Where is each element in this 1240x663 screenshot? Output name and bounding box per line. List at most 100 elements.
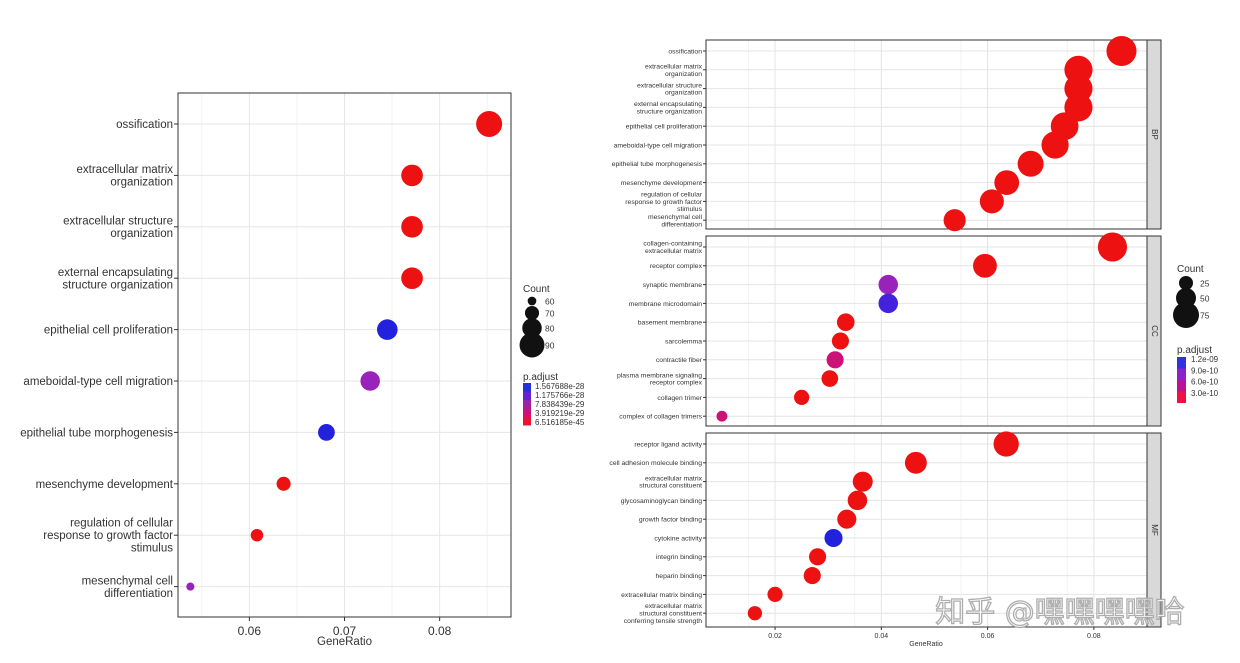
y-tick-label: growth factor binding — [639, 517, 702, 524]
count-legend-label: 90 — [545, 341, 555, 351]
data-point — [831, 332, 849, 350]
y-tick-label: epithelial cell proliferation — [626, 124, 703, 131]
data-point — [401, 164, 423, 187]
count-legend-title: Count — [1177, 264, 1204, 275]
data-point — [993, 431, 1019, 457]
y-tick-label: mesenchymal cell differentiation — [82, 575, 173, 600]
count-legend-label: 60 — [545, 297, 555, 307]
y-tick-label: extracellular structure organization — [637, 82, 702, 96]
facet-panel — [706, 236, 1147, 426]
y-tick-label: ossification — [668, 48, 702, 55]
y-tick-label: receptor ligand activity — [634, 441, 702, 448]
x-tick-label: 0.08 — [1087, 633, 1101, 640]
x-axis-title: GeneRatio — [909, 641, 943, 648]
y-tick-label: heparin binding — [656, 573, 703, 580]
data-point — [794, 389, 810, 405]
data-point — [836, 313, 855, 332]
y-tick-label: plasma membrane signaling receptor comple… — [617, 372, 703, 386]
count-legend-dot — [519, 332, 545, 358]
y-tick-label: epithelial cell proliferation — [44, 325, 173, 337]
count-legend-label: 50 — [1200, 294, 1210, 304]
y-tick-label: glycosaminoglycan binding — [621, 498, 702, 505]
padj-colorbar-segment — [523, 391, 531, 400]
padj-colorbar-segment — [523, 408, 531, 417]
data-point — [878, 293, 899, 314]
x-tick-label: 0.07 — [333, 624, 357, 638]
data-point — [1106, 35, 1137, 67]
y-tick-label: mesenchymal cell differentiation — [648, 214, 703, 228]
x-tick-label: 0.08 — [428, 624, 452, 638]
data-point — [826, 351, 844, 369]
data-point — [747, 606, 763, 621]
y-tick-label: extracellular matrix structural constitue… — [624, 603, 703, 625]
y-tick-label: ameboidal-type cell migration — [23, 376, 173, 388]
facet-strip-label: BP — [1150, 129, 1159, 140]
x-tick-label: 0.06 — [981, 633, 995, 640]
data-point — [767, 586, 783, 603]
data-point — [318, 424, 335, 441]
padj-legend-label: 7.838439e-29 — [535, 400, 585, 409]
data-point — [716, 410, 728, 422]
y-tick-label: cytokine activity — [654, 535, 702, 542]
padj-legend-title: p.adjust — [523, 372, 558, 383]
plot-border — [177, 92, 512, 618]
y-tick-label: cell adhesion molecule binding — [609, 460, 702, 467]
data-point — [377, 319, 398, 340]
y-tick-label: regulation of cellular response to growth… — [43, 518, 173, 555]
padj-legend-label: 1.567688e-28 — [535, 382, 585, 391]
y-tick-label: extracellular matrix organization — [77, 164, 174, 189]
facet-strip — [1146, 39, 1162, 230]
count-legend-label: 70 — [545, 309, 555, 319]
y-tick-label: ossification — [116, 119, 173, 131]
data-point — [809, 548, 827, 566]
data-point — [994, 170, 1020, 196]
y-tick-label: complex of collagen trimers — [619, 414, 702, 421]
left-dotplot: 0.06 0.07 0.08 ossification extracellular ma… — [20, 92, 585, 648]
data-point — [401, 267, 423, 290]
data-point — [186, 582, 195, 591]
data-point — [847, 490, 868, 511]
y-tick-label: receptor complex — [650, 263, 703, 270]
y-tick-label: ameboidal-type cell migration — [614, 142, 703, 149]
y-tick-label: mesenchyme development — [36, 479, 174, 491]
right-faceted-dotplot: ossification extracellular matrix organiza… — [609, 35, 1219, 648]
y-tick-label: mesenchyme development — [621, 180, 702, 187]
data-point — [1017, 150, 1044, 177]
y-tick-label: collagen-containing extracellular matrix — [643, 241, 702, 255]
y-tick-label: basement membrane — [638, 320, 702, 327]
count-legend-dot — [524, 305, 540, 321]
facet-strip — [1146, 432, 1162, 628]
data-point — [1041, 131, 1069, 159]
count-legend-dot — [1173, 302, 1199, 328]
y-tick-label: extracellular matrix binding — [621, 592, 702, 599]
padj-colorbar-segment — [1177, 380, 1186, 392]
x-tick-label: 0.06 — [238, 624, 262, 638]
data-point — [250, 528, 264, 542]
data-point — [1097, 232, 1128, 262]
count-legend-dot — [527, 296, 537, 306]
padj-colorbar-segment — [1177, 391, 1186, 403]
padj-colorbar-segment — [523, 400, 531, 409]
y-tick-label: contractile fiber — [656, 357, 703, 364]
data-point — [401, 215, 423, 238]
y-tick-label: epithelial tube morphogenesis — [612, 161, 703, 168]
padj-legend-title: p.adjust — [1177, 345, 1212, 356]
facet-strip — [1146, 235, 1162, 427]
watermark-text: 知乎 @嘿嘿嘿嘿哈 — [935, 595, 1185, 630]
y-tick-label: membrane microdomain — [629, 301, 703, 308]
y-tick-label: sarcolemma — [665, 338, 702, 345]
x-tick-label: 0.04 — [875, 633, 889, 640]
y-tick-label: epithelial tube morphogenesis — [20, 427, 173, 439]
padj-colorbar-segment — [523, 417, 531, 426]
y-tick-label: external encapsulating structure organiza… — [58, 267, 173, 292]
data-point — [476, 111, 503, 137]
padj-colorbar-segment — [523, 383, 531, 392]
count-legend-label: 25 — [1200, 279, 1210, 289]
padj-legend-label: 1.175766e-28 — [535, 391, 585, 400]
padj-legend-label: 3.0e-10 — [1191, 389, 1219, 398]
data-point — [979, 189, 1004, 214]
count-legend-title: Count — [523, 284, 550, 295]
data-point — [821, 370, 839, 387]
x-axis-title: GeneRatio — [317, 636, 372, 648]
